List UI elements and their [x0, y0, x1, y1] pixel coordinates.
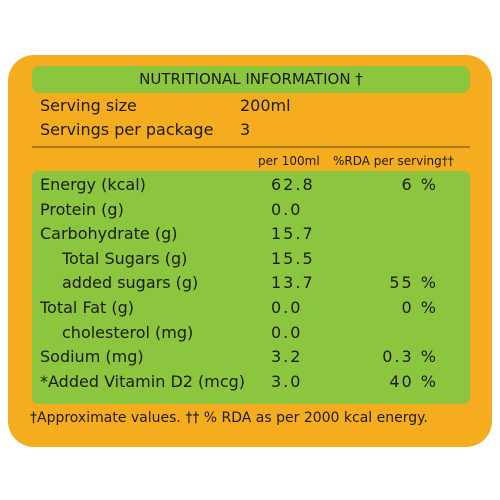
- nutrient-label: Sodium (mg): [40, 347, 144, 367]
- per-100ml: 3.2: [271, 347, 303, 367]
- serving-label: Serving size: [40, 96, 137, 115]
- nutrient-label: Energy (kcal): [40, 175, 146, 194]
- serving-label: Servings per package: [40, 120, 214, 139]
- nutrient-label: Total Fat (g): [40, 298, 134, 317]
- per-100ml: 3.0: [271, 371, 303, 391]
- per-100ml: 62.8: [271, 175, 315, 194]
- serving-value: 200ml: [240, 96, 291, 115]
- nutrient-label: Total Sugars (g): [62, 248, 188, 268]
- nutrient-label: *Added Vitamin D2 (mcg): [40, 371, 246, 391]
- divider: [32, 146, 470, 148]
- rda: 0.3 %: [382, 347, 438, 367]
- nutrient-label: cholesterol (mg): [62, 322, 194, 342]
- column-header: per 100ml: [258, 154, 320, 168]
- per-100ml: 0.0: [271, 322, 303, 342]
- per-100ml: 13.7: [271, 273, 315, 293]
- title-band: [32, 66, 470, 93]
- rda: 55 %: [389, 273, 438, 293]
- nutrient-band: [32, 171, 470, 404]
- per-100ml: 0.0: [271, 199, 303, 219]
- rda: 40 %: [389, 371, 438, 391]
- nutrient-label: added sugars (g): [62, 273, 199, 293]
- nutrient-label: Carbohydrate (g): [40, 224, 178, 244]
- rda: 6 %: [401, 175, 438, 194]
- per-100ml: 15.7: [271, 224, 315, 244]
- serving-value: 3: [240, 120, 251, 139]
- nutrient-label: Protein (g): [40, 199, 124, 219]
- footnote: †Approximate values. †† % RDA as per 200…: [30, 410, 428, 426]
- per-100ml: 0.0: [271, 298, 303, 317]
- column-header: %RDA per serving††: [333, 154, 454, 168]
- rda: 0 %: [401, 298, 438, 317]
- per-100ml: 15.5: [271, 248, 315, 268]
- title: NUTRITIONAL INFORMATION †: [139, 70, 363, 88]
